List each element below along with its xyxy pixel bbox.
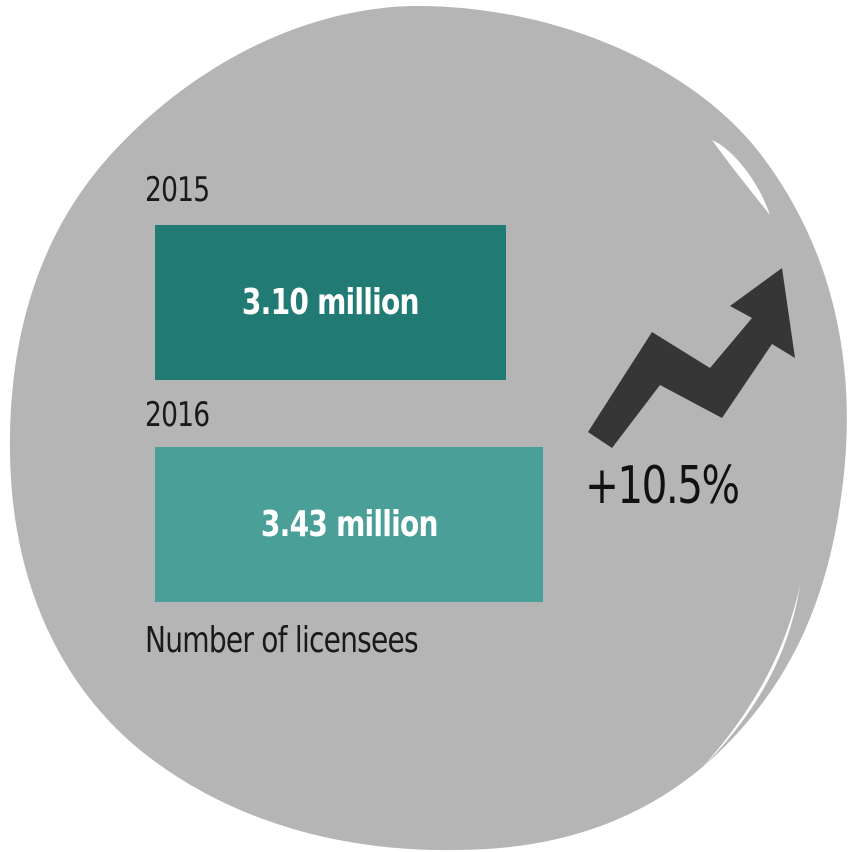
axis-caption: Number of licensees <box>145 620 419 661</box>
growth-percentage: +10.5% <box>585 456 740 516</box>
bar-value-label-2015: 3.10 million <box>242 282 420 323</box>
trend-arrow-shape <box>588 268 795 448</box>
bar-value-label-2016: 3.43 million <box>260 504 439 545</box>
year-label-2016: 2016 <box>145 395 210 435</box>
bar-2016: 3.43 million <box>155 447 543 602</box>
blob-brush-edge <box>712 140 770 215</box>
bar-2015: 3.10 million <box>155 225 506 380</box>
blob-shape <box>9 5 847 851</box>
year-label-2015: 2015 <box>145 170 210 210</box>
